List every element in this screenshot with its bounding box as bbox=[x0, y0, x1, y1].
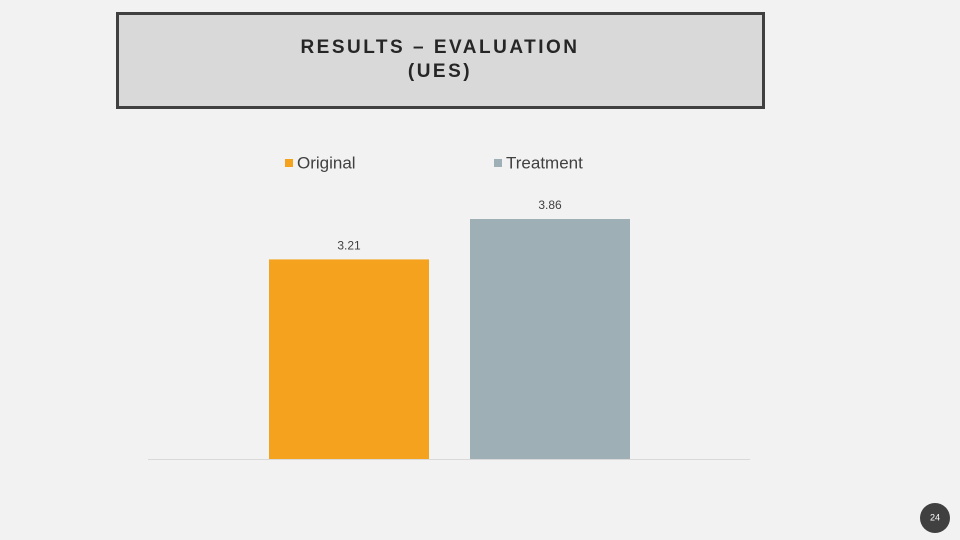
title-box bbox=[116, 12, 765, 109]
legend-swatch bbox=[285, 159, 293, 167]
legend-label: Original bbox=[297, 153, 356, 172]
legend-swatch bbox=[494, 159, 502, 167]
data-label: 3.21 bbox=[337, 239, 361, 253]
chart-title: (UES) bbox=[408, 61, 472, 82]
chart-title: RESULTS – EVALUATION bbox=[300, 37, 579, 58]
page-badge bbox=[920, 503, 950, 533]
bar bbox=[470, 219, 630, 459]
page-number: 24 bbox=[930, 512, 940, 522]
legend-label: Treatment bbox=[506, 153, 583, 172]
data-label: 3.86 bbox=[538, 198, 562, 212]
bar bbox=[269, 259, 429, 459]
